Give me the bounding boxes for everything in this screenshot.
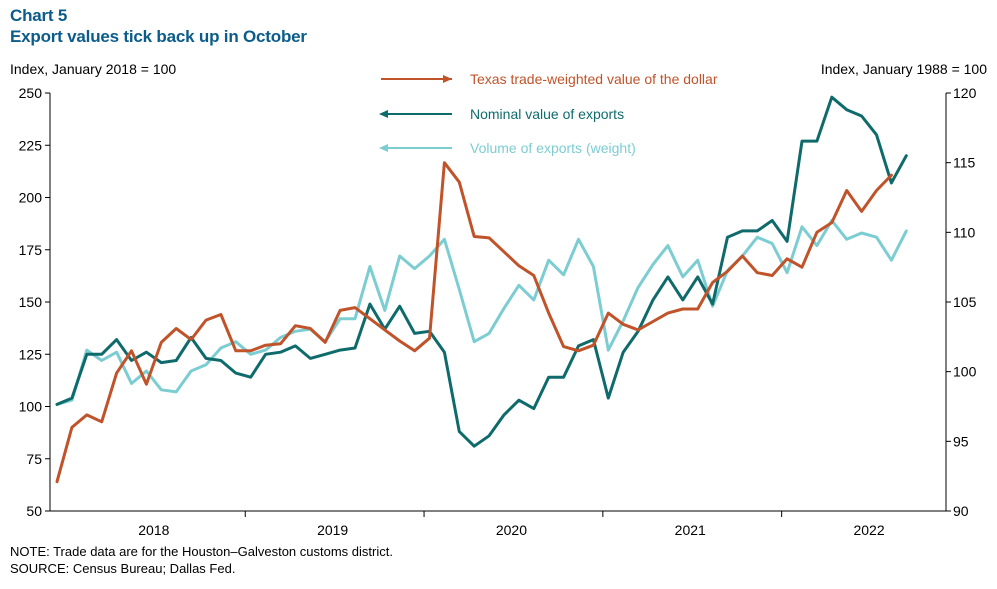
- chart-label: Chart 5: [10, 6, 68, 25]
- x-tick-label: 2020: [496, 522, 527, 538]
- right-tick-label: 95: [953, 433, 969, 449]
- left-axis-caption: Index, January 2018 = 100: [10, 61, 177, 77]
- left-tick-label: 175: [19, 242, 43, 258]
- left-tick-label: 200: [19, 190, 43, 206]
- left-tick-label: 250: [19, 85, 43, 101]
- arrow-left-icon: [379, 144, 388, 152]
- right-tick-label: 110: [953, 224, 976, 240]
- right-tick-label: 120: [953, 85, 977, 101]
- x-tick-label: 2019: [317, 522, 348, 538]
- chart-series: [55, 95, 908, 484]
- left-tick-label: 50: [26, 503, 42, 519]
- right-tick-label: 105: [953, 294, 977, 310]
- left-tick-label: 150: [19, 294, 43, 310]
- legend-label: Nominal value of exports: [470, 106, 624, 122]
- arrow-right-icon: [443, 75, 452, 83]
- x-tick-label: 2022: [853, 522, 884, 538]
- right-tick-label: 115: [953, 155, 976, 171]
- series-line-nominal-exports: [55, 95, 908, 448]
- series-line-volume-exports: [55, 219, 908, 406]
- legend-volume-exports: Volume of exports (weight): [379, 140, 636, 156]
- chart-legend: Texas trade-weighted value of the dollar…: [379, 71, 718, 156]
- legend-nominal-exports: Nominal value of exports: [379, 106, 624, 122]
- series-line-texas-dollar: [55, 161, 893, 484]
- x-tick-label: 2021: [675, 522, 706, 538]
- chart-axes: 50 75 100 125 150 175 200 225 250 90 95 100 105 110 11…: [19, 85, 977, 538]
- right-tick-label: 100: [953, 364, 977, 380]
- legend-label: Texas trade-weighted value of the dollar: [470, 71, 718, 87]
- x-tick-label: 2018: [138, 522, 169, 538]
- right-axis-caption: Index, January 1988 = 100: [820, 61, 987, 77]
- left-tick-label: 225: [19, 137, 43, 153]
- left-tick-label: 100: [19, 399, 43, 415]
- left-tick-label: 125: [19, 346, 43, 362]
- arrow-left-icon: [379, 110, 388, 118]
- chart-note: NOTE: Trade data are for the Houston–Gal…: [10, 544, 393, 559]
- right-tick-label: 90: [953, 503, 969, 519]
- left-tick-label: 75: [26, 451, 42, 467]
- chart-title: Export values tick back up in October: [10, 27, 307, 46]
- chart-source: SOURCE: Census Bureau; Dallas Fed.: [10, 561, 236, 576]
- line-chart: 50 75 100 125 150 175 200 225 250 90 95 100 105 110 11…: [19, 71, 977, 538]
- legend-label: Volume of exports (weight): [470, 140, 636, 156]
- legend-texas-dollar: Texas trade-weighted value of the dollar: [381, 71, 718, 87]
